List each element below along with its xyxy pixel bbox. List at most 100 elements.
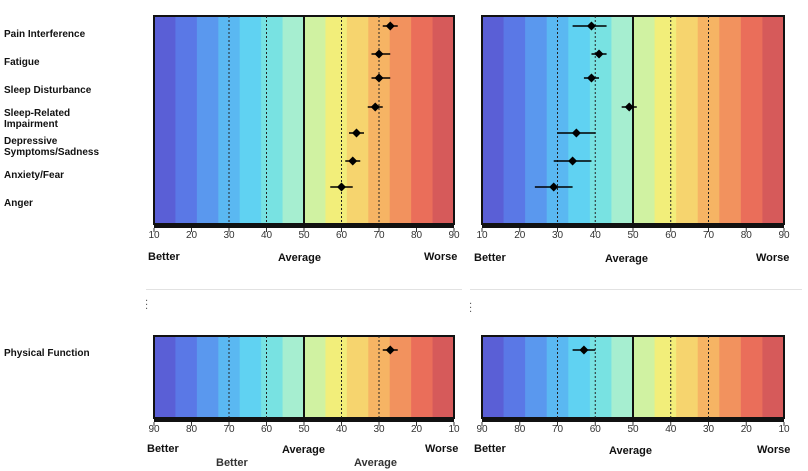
score-marker (586, 21, 596, 31)
x-tick-label: 40 (261, 230, 273, 241)
x-tick-label: 30 (223, 230, 235, 241)
row-label: Depressive Symptoms/Sadness (4, 136, 100, 158)
axis-word-average: Average (605, 253, 649, 265)
color-band (525, 16, 548, 224)
score-marker (337, 182, 346, 192)
x-tick-label: 50 (298, 230, 310, 241)
x-tick-label: 80 (514, 424, 526, 435)
axis-word-average: Average (282, 444, 326, 456)
chart-panel-top-left: 10 20 30 40 50 60 70 80 90 (148, 15, 460, 241)
color-band (589, 336, 612, 418)
color-band (346, 16, 369, 224)
color-band (482, 16, 505, 224)
color-band (503, 336, 526, 418)
color-band (676, 16, 699, 224)
x-tick-label: 90 (476, 424, 488, 435)
color-band (282, 16, 305, 224)
color-band (389, 16, 412, 224)
color-band (196, 16, 219, 224)
color-band (304, 16, 326, 224)
color-band (482, 336, 505, 418)
x-tick-label: 10 (778, 424, 790, 435)
chart-panel-bottom-left: 90 80 70 60 50 40 30 20 10 (148, 335, 460, 435)
color-band (762, 336, 785, 418)
score-marker (352, 128, 361, 138)
score-marker (348, 156, 358, 166)
score-marker (624, 102, 634, 112)
x-tick-label: 30 (373, 424, 385, 435)
axis-word-average: Average (609, 445, 653, 457)
color-band (740, 16, 763, 224)
color-band (282, 336, 305, 418)
x-tick-label: 90 (448, 230, 460, 241)
color-band (525, 336, 548, 418)
color-band (633, 16, 656, 224)
color-band (432, 16, 455, 224)
chart-panel-bottom-right: 90 80 70 60 50 40 30 20 10 (476, 335, 790, 435)
color-band (261, 16, 284, 224)
row-label: Anxiety/Fear (4, 170, 65, 181)
color-band (568, 16, 591, 224)
color-band (196, 336, 219, 418)
score-marker (374, 49, 384, 59)
color-band (261, 336, 284, 418)
overlap-word-average: Average (354, 457, 398, 469)
x-tick-label: 20 (186, 230, 198, 241)
x-tick-label: 20 (514, 230, 526, 241)
x-tick-label: 10 (476, 230, 488, 241)
more-options-icon-right[interactable]: · · · (469, 299, 473, 318)
x-tick-label: 50 (627, 230, 639, 241)
color-band (633, 336, 656, 418)
axis-word-better: Better (148, 251, 180, 263)
score-marker (370, 102, 380, 112)
row-label: Sleep-Related Impairment (4, 108, 71, 130)
x-tick-label: 30 (703, 424, 715, 435)
score-marker (385, 345, 395, 355)
color-band (175, 336, 198, 418)
color-band (346, 336, 369, 418)
color-band (325, 336, 348, 418)
overlap-word-better: Better (216, 457, 248, 469)
x-tick-label: 10 (148, 230, 160, 241)
x-tick-label: 70 (223, 424, 235, 435)
color-band (154, 336, 176, 418)
x-tick-label: 40 (665, 424, 677, 435)
axis-bar (482, 418, 784, 422)
color-band (719, 336, 742, 418)
row-label: Pain Interference (4, 29, 86, 40)
x-tick-label: 60 (261, 424, 273, 435)
section-divider-left (146, 289, 462, 290)
color-band (304, 336, 326, 418)
axis-word-worse: Worse (425, 443, 459, 455)
axis-word-better: Better (474, 252, 506, 264)
score-marker (579, 345, 589, 355)
row-label: Fatigue (4, 57, 40, 68)
color-band (654, 16, 677, 224)
score-marker (568, 156, 578, 166)
color-band (719, 16, 742, 224)
x-tick-label: 60 (665, 230, 677, 241)
color-band (740, 336, 763, 418)
score-marker (586, 73, 596, 83)
color-band (503, 16, 526, 224)
color-band (589, 16, 612, 224)
axis-word-better: Better (147, 443, 179, 455)
color-band (389, 336, 412, 418)
axis-word-better: Better (474, 443, 506, 455)
x-tick-label: 20 (741, 424, 753, 435)
x-tick-label: 40 (336, 424, 348, 435)
color-band (239, 16, 262, 224)
x-tick-label: 80 (411, 230, 423, 241)
more-options-icon-left[interactable]: · · · (145, 296, 149, 315)
x-tick-label: 50 (627, 424, 639, 435)
chart-panel-top-right: 10 20 30 40 50 60 70 80 90 (476, 15, 790, 241)
row-label: Sleep Disturbance (4, 85, 92, 96)
x-tick-label: 30 (552, 230, 564, 241)
x-tick-label: 80 (186, 424, 198, 435)
color-band (325, 16, 348, 224)
color-band (762, 16, 785, 224)
score-marker (385, 21, 395, 31)
axis-bar (482, 224, 784, 228)
x-tick-label: 80 (741, 230, 753, 241)
axis-word-worse: Worse (424, 251, 458, 263)
